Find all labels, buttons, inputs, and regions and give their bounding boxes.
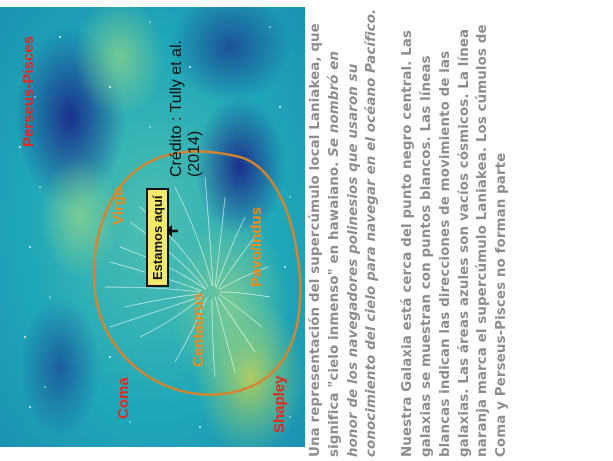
label-shapley: Shapley	[271, 375, 288, 433]
flow-lines	[104, 176, 271, 378]
laniakea-boundary	[92, 150, 302, 396]
dense-region	[40, 157, 120, 277]
label-centaurus: Centaurus	[190, 292, 207, 367]
void-region	[170, 7, 290, 102]
caption-paragraph-1: Una representación del supercúmulo local…	[307, 4, 382, 457]
dense-region	[170, 217, 290, 397]
label-virgo: Virgo	[110, 186, 127, 225]
label-pavo-indus: Pavo/Indus	[248, 206, 265, 287]
caption-text: Una representación del supercúmulo local…	[305, 0, 613, 461]
laniakea-figure: Estamos aquí Shapley Centaurus Pavo/Indu…	[0, 7, 305, 447]
label-coma: Coma	[115, 377, 132, 419]
estamos-aqui-box: Estamos aquí	[146, 188, 169, 287]
void-region	[195, 97, 285, 237]
label-perseus-pisces: Perseus-Pisces	[20, 36, 37, 147]
caption-paragraph-2: Nuestra Galaxia está cerca del punto neg…	[400, 24, 510, 457]
void-region	[20, 297, 100, 437]
image-credit: Crédito : Tully et al. (2014)	[168, 40, 203, 177]
estamos-aqui-label: Estamos aquí	[150, 195, 165, 280]
dense-region	[75, 7, 165, 117]
galaxy-points	[19, 21, 291, 428]
laniakea-map	[0, 7, 305, 447]
